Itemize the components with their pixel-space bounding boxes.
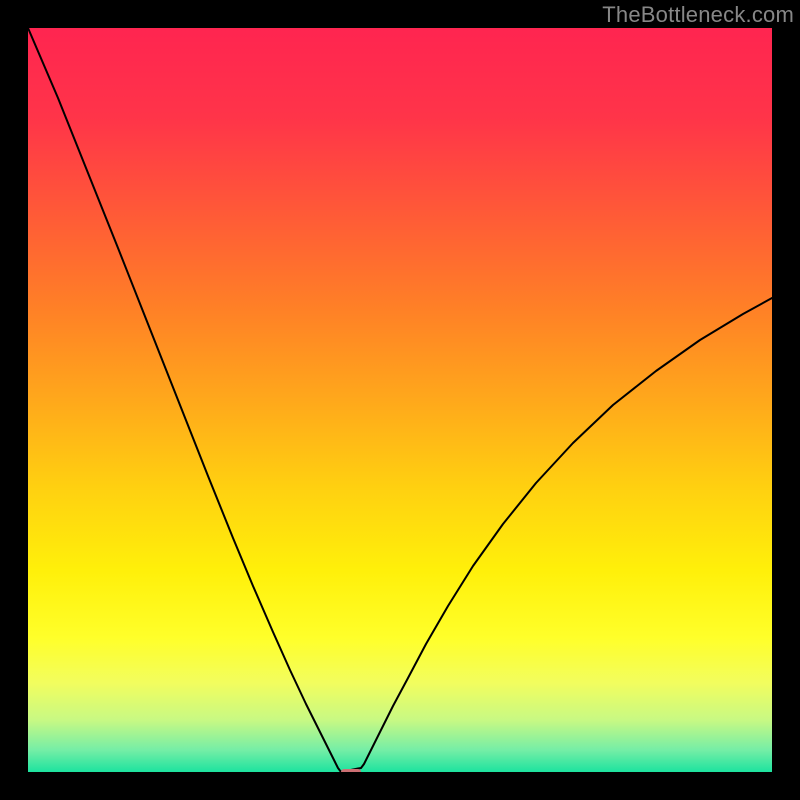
dip-marker [341, 769, 361, 772]
watermark-text: TheBottleneck.com [602, 2, 794, 28]
plot-area [28, 28, 772, 772]
chart-frame: TheBottleneck.com [0, 0, 800, 800]
gradient-background [28, 28, 772, 772]
chart-svg [28, 28, 772, 772]
